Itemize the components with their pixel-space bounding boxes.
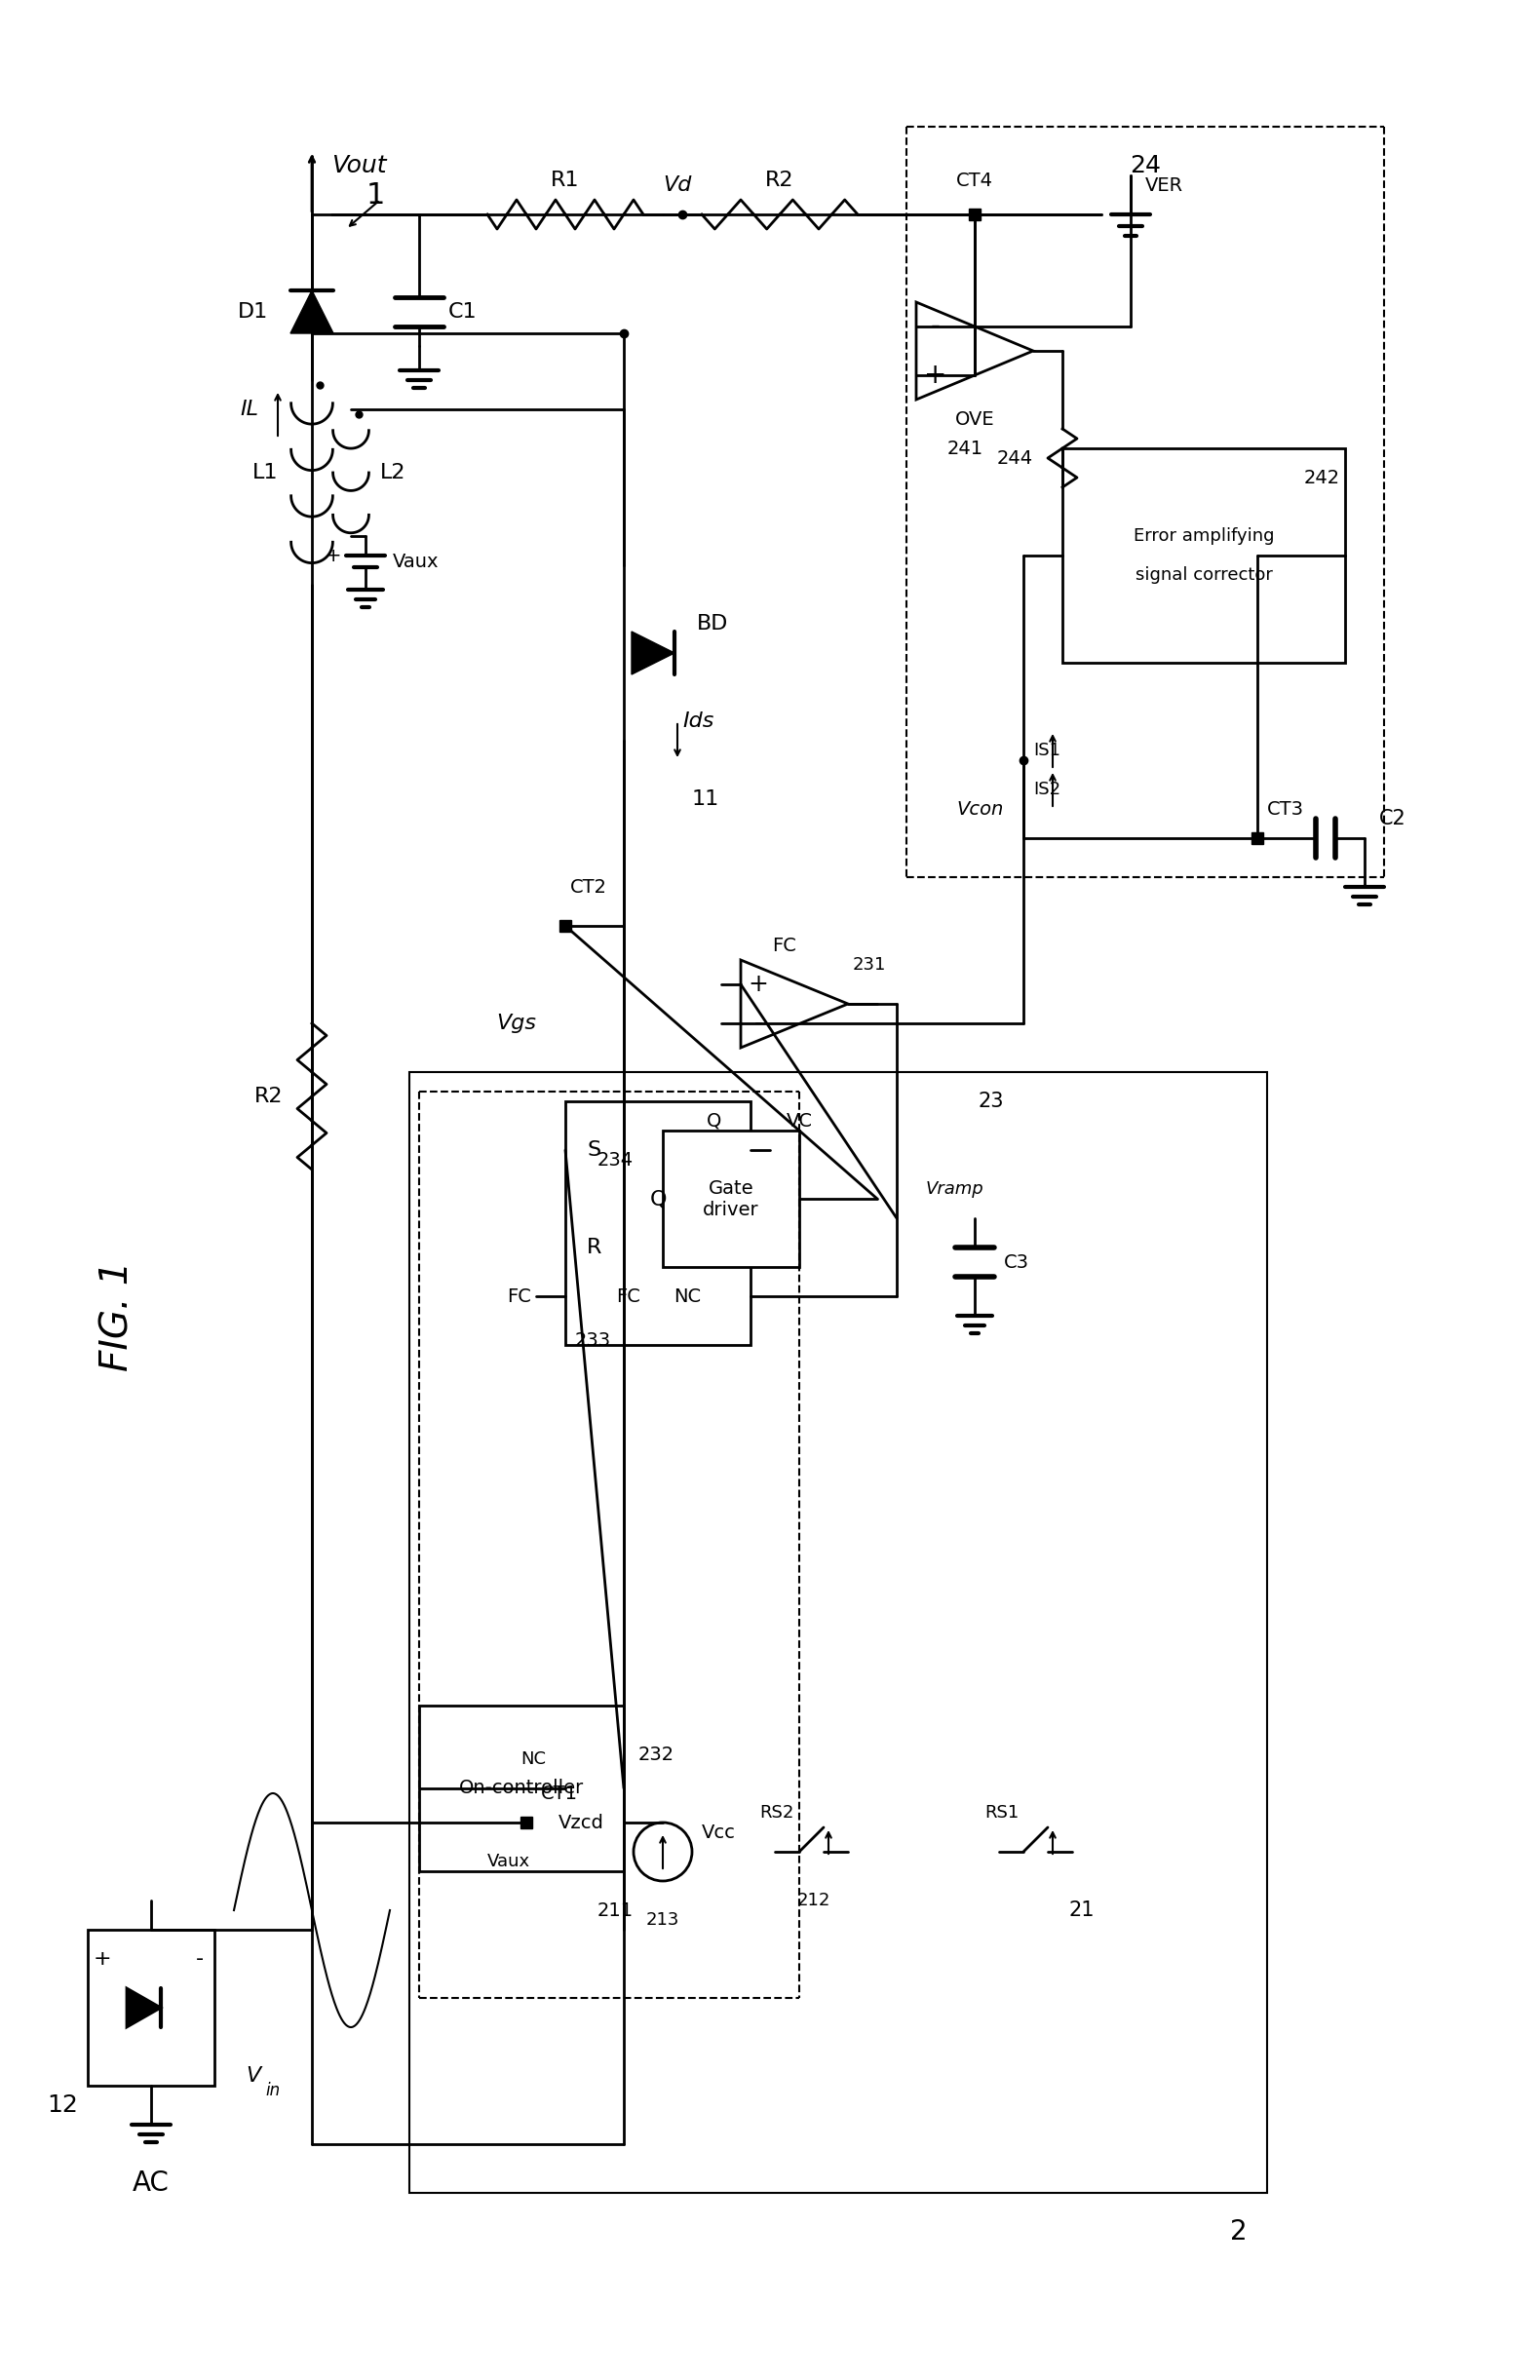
Polygon shape [126,1987,160,2028]
Text: D1: D1 [237,302,268,321]
Text: VER: VER [1146,176,1183,195]
Text: 2: 2 [1230,2218,1247,2244]
Text: 231: 231 [853,957,887,973]
Text: 24: 24 [1130,155,1161,178]
Text: L1: L1 [253,464,277,483]
Text: Vout: Vout [331,155,387,178]
Text: R1: R1 [551,171,579,190]
Text: +: + [924,362,947,388]
Text: C1: C1 [448,302,477,321]
Polygon shape [631,631,675,674]
Text: R2: R2 [254,1088,283,1107]
Bar [662,1130,799,1266]
Bar [1063,447,1344,662]
Text: Ids: Ids [682,712,715,731]
Text: V: V [246,2066,260,2085]
Text: Vaux: Vaux [487,1852,530,1871]
Text: C3: C3 [1004,1252,1029,1271]
Text: 241: 241 [947,438,983,457]
Polygon shape [291,290,333,333]
Text: 211: 211 [598,1902,633,1921]
Text: Vcc: Vcc [702,1823,736,1842]
Text: CT4: CT4 [956,171,993,190]
Text: Vgs: Vgs [496,1014,536,1033]
Text: IS1: IS1 [1033,743,1061,759]
Text: 213: 213 [647,1911,679,1928]
Text: R2: R2 [765,171,795,190]
Text: Vzcd: Vzcd [559,1814,604,1833]
Text: NC: NC [521,1749,545,1768]
Text: FC: FC [616,1288,641,1307]
Bar [565,1102,750,1345]
Text: BD: BD [698,614,728,633]
Text: C2: C2 [1380,809,1406,828]
Text: FC: FC [507,1288,531,1307]
Text: CT3: CT3 [1267,800,1304,819]
Text: 1: 1 [367,181,385,209]
Text: Error amplifying: Error amplifying [1133,528,1274,545]
Text: L2: L2 [380,464,407,483]
Text: 11: 11 [691,790,719,809]
Text: +: + [94,1949,111,1968]
Text: 233: 233 [574,1330,611,1349]
Text: IL: IL [240,400,259,419]
Text: 234: 234 [598,1150,633,1169]
Bar [88,1930,214,2085]
Text: +: + [748,973,768,997]
Text: 212: 212 [798,1892,830,1909]
Text: 244: 244 [996,450,1033,466]
Text: CT1: CT1 [541,1785,578,1802]
Text: R: R [587,1238,602,1257]
Text: On-controller: On-controller [459,1780,584,1797]
Text: IS2: IS2 [1033,781,1061,797]
Text: AC: AC [132,2171,169,2197]
Text: Q: Q [707,1111,721,1130]
Text: signal corrector: signal corrector [1135,566,1272,583]
Text: 232: 232 [639,1745,675,1764]
Text: OVE: OVE [955,409,995,428]
Text: Gate
driver: Gate driver [702,1178,759,1219]
Text: -: - [196,1949,203,1968]
Text: 23: 23 [978,1092,1004,1111]
Text: Vcon: Vcon [956,800,1004,819]
Text: Vaux: Vaux [393,552,439,571]
Text: CT2: CT2 [570,878,607,897]
Bar [410,1071,1267,2192]
Text: RS2: RS2 [759,1804,795,1821]
Text: +: + [325,547,342,564]
Text: -: - [755,1011,762,1035]
Text: Q: Q [650,1190,667,1209]
Text: 12: 12 [46,2094,79,2116]
Text: S: S [588,1140,602,1159]
Text: -: - [930,312,941,340]
Text: RS1: RS1 [984,1804,1018,1821]
Text: Vramp: Vramp [926,1180,984,1197]
Text: 242: 242 [1304,469,1340,488]
Text: Vd: Vd [664,176,691,195]
Text: in: in [265,2082,280,2099]
Text: FIG. 1: FIG. 1 [99,1261,136,1371]
Bar [419,1706,624,1871]
Text: FC: FC [773,935,796,954]
Text: VC: VC [785,1111,813,1130]
Text: 21: 21 [1069,1902,1095,1921]
Text: NC: NC [673,1288,701,1307]
